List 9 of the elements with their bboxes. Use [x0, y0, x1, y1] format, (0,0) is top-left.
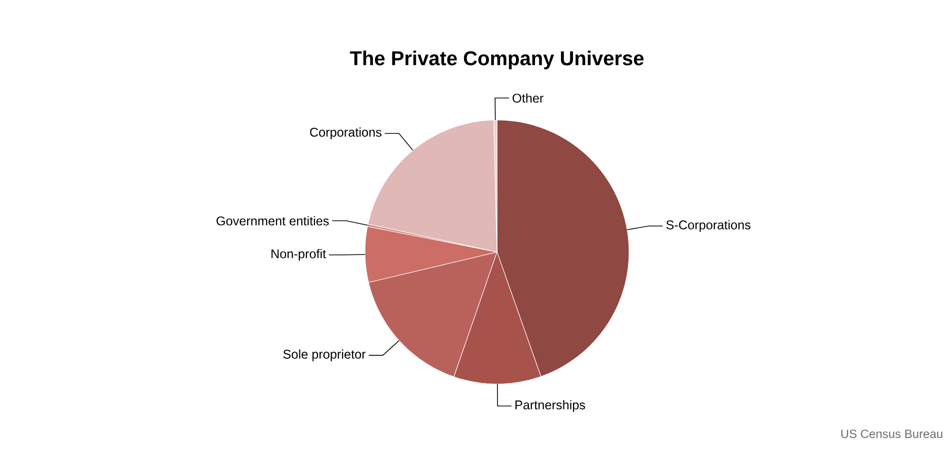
slice-label: Government entities — [216, 216, 329, 226]
slice-label: Corporations — [310, 127, 382, 140]
slice-label: S-Corporations — [666, 220, 750, 232]
text: US Census Bureau — [841, 430, 942, 438]
slice-label: Partnerships — [515, 400, 586, 412]
slice-label: Sole proprietor — [283, 349, 366, 362]
slice-label: Other — [512, 93, 544, 103]
chart-title: The Private Company Universe — [350, 50, 644, 70]
slice-label: Non-profit — [272, 248, 326, 261]
